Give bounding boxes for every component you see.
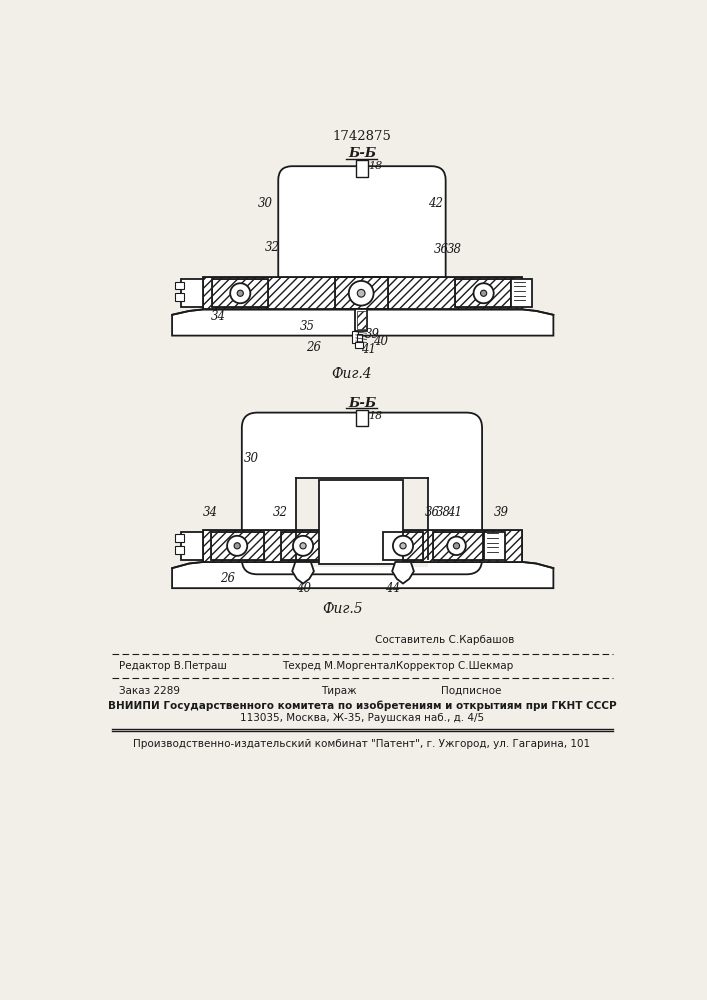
Bar xyxy=(357,334,362,342)
Text: Б-Б: Б-Б xyxy=(348,397,376,410)
Text: 34: 34 xyxy=(211,310,226,323)
Text: 40: 40 xyxy=(373,335,388,348)
Bar xyxy=(182,532,203,560)
Bar xyxy=(356,160,368,177)
Circle shape xyxy=(300,543,306,549)
Text: 41: 41 xyxy=(447,506,462,519)
Polygon shape xyxy=(392,562,414,584)
Bar xyxy=(212,279,268,307)
Text: 43: 43 xyxy=(340,505,355,518)
Polygon shape xyxy=(172,562,554,588)
Bar xyxy=(356,410,368,426)
Text: 1742875: 1742875 xyxy=(332,130,392,143)
Text: Составитель С.Карбашов: Составитель С.Карбашов xyxy=(375,635,515,645)
Bar xyxy=(281,532,325,560)
Text: 32: 32 xyxy=(387,506,402,519)
Bar xyxy=(281,532,325,560)
Text: 30: 30 xyxy=(257,197,273,210)
Circle shape xyxy=(293,536,313,556)
Bar xyxy=(433,532,483,560)
Circle shape xyxy=(453,543,460,549)
Bar xyxy=(484,532,506,560)
Circle shape xyxy=(349,281,373,306)
Circle shape xyxy=(481,290,486,296)
FancyBboxPatch shape xyxy=(242,413,482,574)
Bar xyxy=(175,534,185,542)
Text: 42: 42 xyxy=(428,197,443,210)
Bar xyxy=(352,331,358,343)
Bar xyxy=(203,277,522,309)
Polygon shape xyxy=(172,309,554,336)
Circle shape xyxy=(474,283,493,303)
Text: 26: 26 xyxy=(305,341,321,354)
Text: Производственно-издательский комбинат "Патент", г. Ужгород, ул. Гагарина, 101: Производственно-издательский комбинат "П… xyxy=(134,739,590,749)
Circle shape xyxy=(227,536,247,556)
Text: 18: 18 xyxy=(368,411,382,421)
FancyBboxPatch shape xyxy=(279,166,445,302)
Bar xyxy=(383,532,423,560)
Bar xyxy=(203,277,522,309)
Circle shape xyxy=(400,543,406,549)
Text: Б-Б: Б-Б xyxy=(348,147,376,160)
Bar xyxy=(212,279,268,307)
Bar xyxy=(203,530,522,562)
Text: 40: 40 xyxy=(296,582,311,595)
Text: 44: 44 xyxy=(371,506,387,519)
Text: Заказ 2289: Заказ 2289 xyxy=(119,686,180,696)
Circle shape xyxy=(448,537,466,555)
Text: Техред М.МоргенталКорректор С.Шекмар: Техред М.МоргенталКорректор С.Шекмар xyxy=(282,661,513,671)
Circle shape xyxy=(237,290,243,296)
Bar xyxy=(433,532,483,560)
Bar xyxy=(320,480,403,564)
Bar xyxy=(175,282,185,289)
Text: ВНИИПИ Государственного комитета по изобретениям и открытиям при ГКНТ СССР: ВНИИПИ Государственного комитета по изоб… xyxy=(107,701,617,711)
Bar xyxy=(175,293,185,301)
Bar xyxy=(355,309,368,331)
Text: Тираж: Тираж xyxy=(321,686,356,696)
Text: 36: 36 xyxy=(433,243,448,256)
Text: 30: 30 xyxy=(244,452,259,465)
Text: Фиг.4: Фиг.4 xyxy=(332,367,372,381)
Text: 41: 41 xyxy=(361,343,376,356)
Text: 34: 34 xyxy=(204,506,218,519)
Circle shape xyxy=(230,283,250,303)
Bar xyxy=(211,532,264,560)
Circle shape xyxy=(357,289,365,297)
Bar xyxy=(175,546,185,554)
Text: 113035, Москва, Ж-35, Раушская наб., д. 4/5: 113035, Москва, Ж-35, Раушская наб., д. … xyxy=(240,713,484,723)
Bar xyxy=(335,277,387,309)
Text: 32: 32 xyxy=(273,506,288,519)
Text: Редактор В.Петраш: Редактор В.Петраш xyxy=(119,661,227,671)
Bar xyxy=(510,279,532,307)
Bar xyxy=(203,530,522,562)
Text: 36: 36 xyxy=(425,506,440,519)
Polygon shape xyxy=(292,562,314,584)
Bar xyxy=(182,279,203,307)
Text: 18: 18 xyxy=(368,161,382,171)
Text: 39: 39 xyxy=(493,506,509,519)
Bar xyxy=(455,279,510,307)
Text: 44: 44 xyxy=(385,582,399,595)
Circle shape xyxy=(234,543,240,549)
Bar xyxy=(455,279,510,307)
Bar xyxy=(296,478,428,567)
Text: Фиг.5: Фиг.5 xyxy=(322,602,363,616)
Bar xyxy=(383,532,423,560)
Text: Подписное: Подписное xyxy=(441,686,501,696)
Bar xyxy=(335,277,387,309)
Text: 32: 32 xyxy=(265,241,280,254)
Bar xyxy=(211,532,264,560)
Text: 39: 39 xyxy=(366,328,380,341)
Text: 35: 35 xyxy=(300,320,315,333)
Text: 26: 26 xyxy=(221,572,235,585)
Circle shape xyxy=(393,536,413,556)
Text: 38: 38 xyxy=(447,243,462,256)
Bar xyxy=(356,311,366,329)
Bar xyxy=(355,342,363,348)
Text: 38: 38 xyxy=(436,506,451,519)
